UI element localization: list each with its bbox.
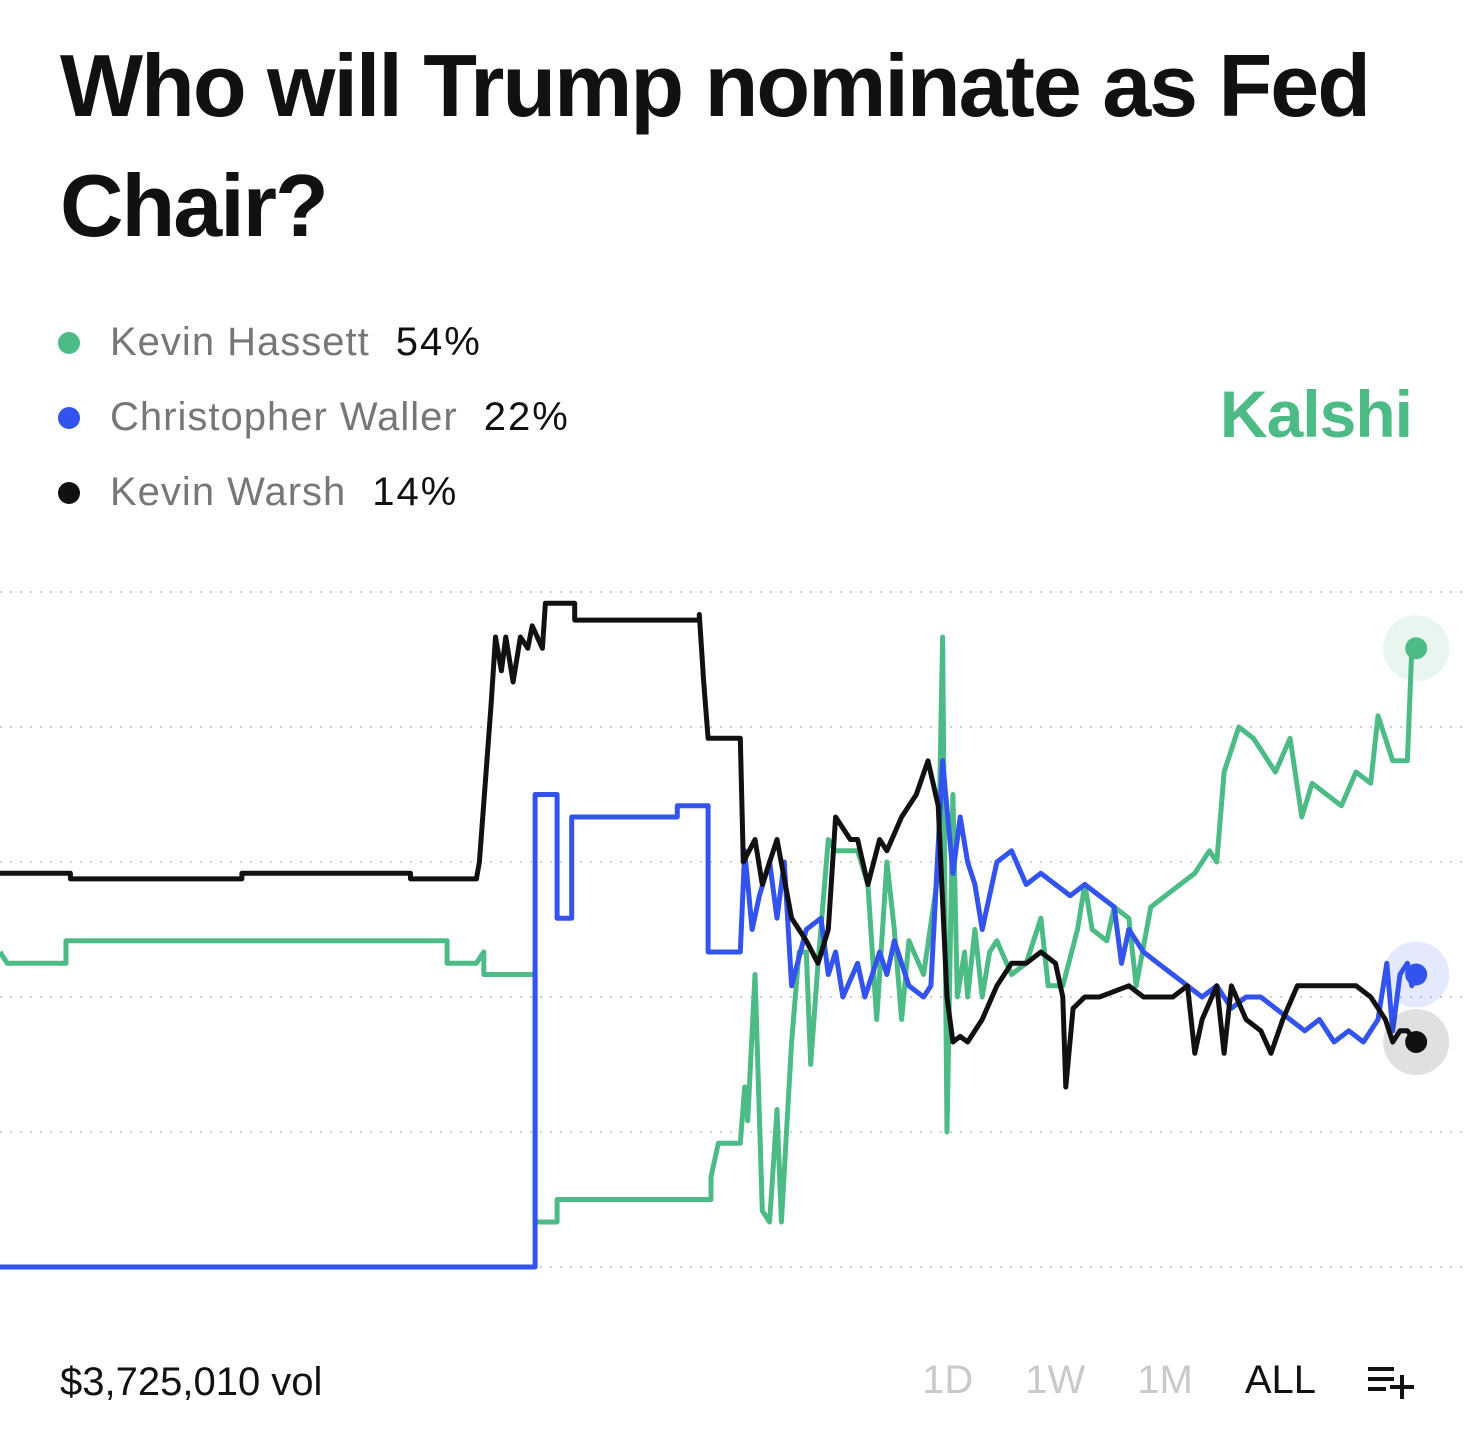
chart-legend: Kevin Hassett 54% Christopher Waller 22%… [58, 305, 570, 530]
range-all-button[interactable]: ALL [1244, 1358, 1316, 1402]
series-line-christopher-waller [0, 758, 1419, 1270]
price-chart[interactable] [0, 570, 1466, 1290]
legend-dot-icon [58, 481, 80, 504]
page-title: Who will Trump nominate as Fed Chair? [60, 36, 1371, 255]
range-1d-button[interactable]: 1D [922, 1358, 974, 1402]
legend-name: Kevin Warsh [110, 470, 347, 514]
endpoint-marker-christopher-waller[interactable] [1405, 963, 1428, 986]
legend-percent: 22% [483, 395, 570, 439]
legend-dot-icon [58, 406, 80, 429]
legend-item-warsh[interactable]: Kevin Warsh 14% [58, 455, 570, 530]
series-line-kevin-warsh [0, 600, 1419, 1090]
range-1m-button[interactable]: 1M [1137, 1358, 1193, 1402]
legend-percent: 54% [395, 320, 482, 364]
legend-percent: 14% [372, 470, 459, 514]
legend-name: Christopher Waller [110, 395, 458, 439]
endpoint-marker-kevin-warsh[interactable] [1405, 1031, 1428, 1053]
range-1w-button[interactable]: 1W [1025, 1358, 1086, 1402]
volume-label: $3,725,010 vol [60, 1360, 323, 1404]
legend-item-hassett[interactable]: Kevin Hassett 54% [58, 305, 570, 380]
list-plus-icon[interactable] [1366, 1361, 1416, 1401]
series-line-kevin-hassett [0, 634, 1417, 1225]
brand-logo: Kalshi [1219, 377, 1413, 451]
legend-item-waller[interactable]: Christopher Waller 22% [58, 380, 570, 455]
endpoint-marker-kevin-hassett[interactable] [1405, 637, 1428, 660]
legend-name: Kevin Hassett [110, 320, 370, 364]
time-range-selector: 1D 1W 1M ALL [870, 1358, 1416, 1403]
legend-dot-icon [58, 331, 80, 354]
